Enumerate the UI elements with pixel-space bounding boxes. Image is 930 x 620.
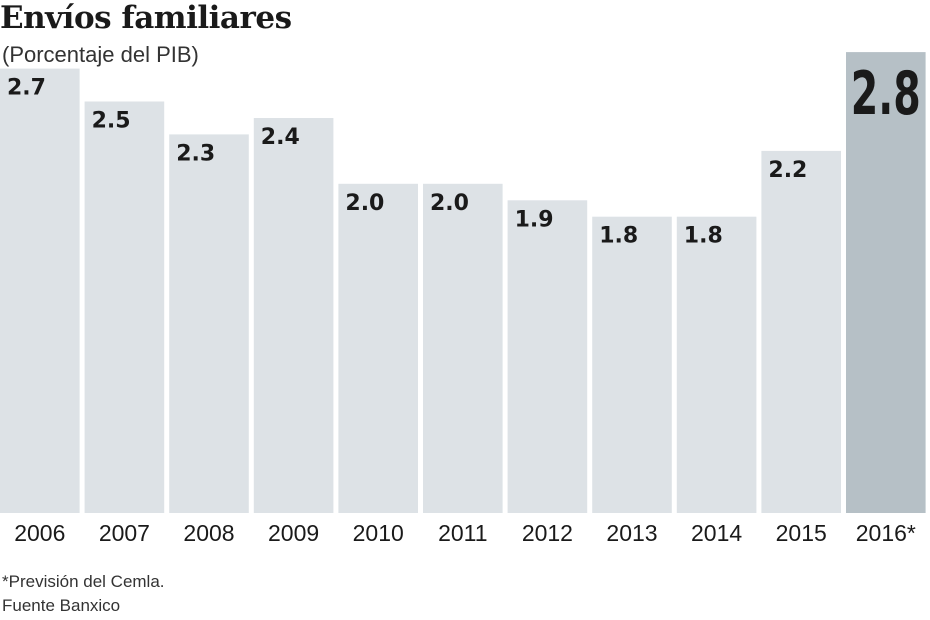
source-note: Fuente Banxico: [2, 596, 121, 615]
bar-chart: 2.72.52.32.42.0 2.01.91.8 1.82.22.8 2006 20…: [0, 52, 926, 546]
bar-2007: [84, 101, 165, 513]
chart-subtitle: (Porcentaje del PIB): [2, 42, 199, 67]
bar-2016: [846, 52, 926, 513]
x-tick-2013: 2013: [606, 520, 657, 546]
x-tick-2012: 2012: [522, 520, 573, 546]
bar-2014: [676, 216, 757, 513]
x-tick-2014: 2014: [691, 520, 742, 546]
chart-title: Envíos familiares: [0, 0, 292, 36]
bar-2013: [592, 216, 672, 513]
value-label-2016: 2.8: [851, 59, 921, 129]
value-label-2013: 1.8: [599, 224, 638, 249]
x-tick-2010: 2010: [353, 520, 404, 546]
x-tick-2008: 2008: [183, 520, 234, 546]
x-tick-2006: 2006: [14, 520, 65, 546]
value-label-2008: 2.3: [176, 141, 215, 166]
value-label-2006: 2.7: [7, 76, 46, 101]
bar-2011: [423, 183, 503, 514]
x-tick-2007: 2007: [99, 520, 150, 546]
x-tick-2009: 2009: [268, 520, 319, 546]
value-label-2010: 2.0: [345, 191, 384, 216]
bar-2012: [507, 200, 588, 514]
value-label-2014: 1.8: [684, 224, 723, 249]
bar-2006: [0, 68, 80, 513]
bar-2009: [253, 118, 334, 513]
bar-2010: [338, 183, 418, 514]
bar-2015: [761, 150, 841, 513]
value-label-2009: 2.4: [261, 125, 300, 150]
x-tick-2016: 2016*: [856, 520, 916, 546]
value-labels-group: 2.7 2.5 2.3 2.4 2.0 2.0 1.9 1.8 1.8 2.2 2.8: [7, 59, 921, 249]
value-label-2012: 1.9: [515, 207, 554, 232]
value-label-2015: 2.2: [768, 158, 807, 183]
x-tick-2011: 2011: [438, 520, 487, 546]
footnote: *Previsión del Cemla.: [2, 572, 165, 591]
value-label-2007: 2.5: [92, 109, 131, 134]
bar-2008: [169, 134, 249, 513]
x-tick-labels-group: 2006 2007 2008 2009 2010 2011 2012 2013 2014 2015…: [14, 520, 916, 546]
bars-group: [0, 52, 926, 514]
x-tick-2015: 2015: [776, 520, 827, 546]
value-label-2011: 2.0: [430, 191, 469, 216]
